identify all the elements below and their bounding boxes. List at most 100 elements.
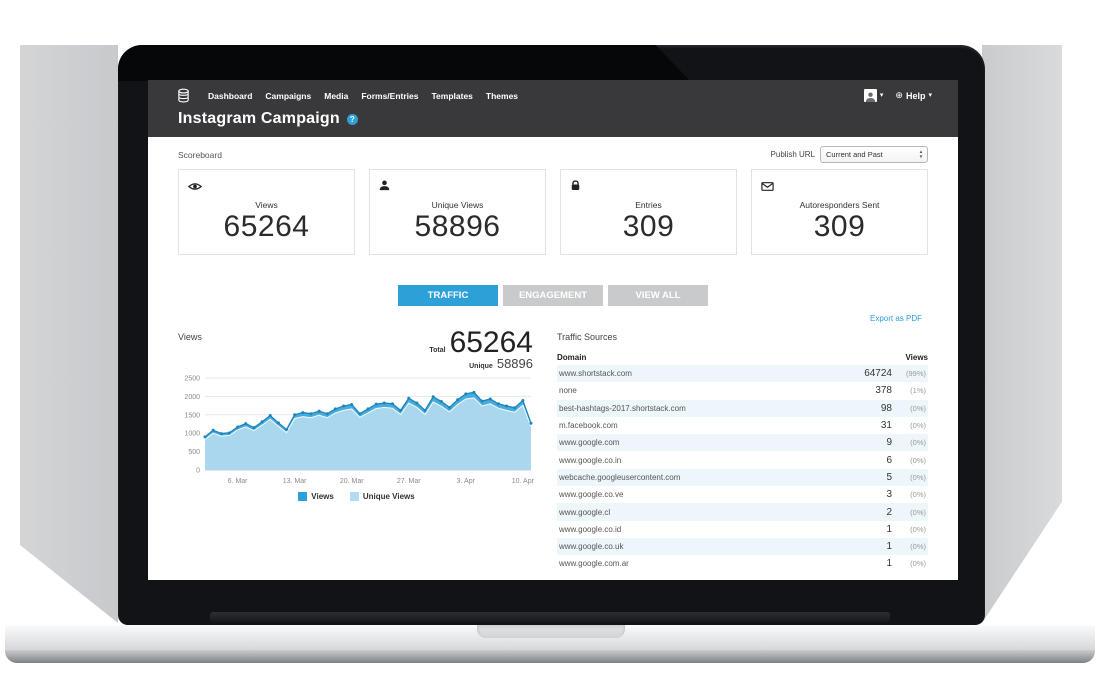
report-tabs: TRAFFIC ENGAGEMENT VIEW ALL — [148, 285, 958, 306]
bezel-glare — [118, 45, 691, 81]
scoreboard-card-unique-views: Unique Views 58896 — [369, 169, 546, 255]
tab-traffic[interactable]: TRAFFIC — [398, 285, 498, 306]
help-menu[interactable]: ⊕ Help ▾ — [895, 91, 932, 101]
card-label: Unique Views — [431, 200, 484, 210]
laptop-side-right — [982, 45, 1062, 623]
percent-cell: (0%) — [910, 524, 926, 534]
nav-item-forms-entries[interactable]: Forms/Entries — [361, 90, 419, 101]
tab-view-all[interactable]: VIEW ALL — [608, 285, 708, 306]
domain-cell: best-hashtags-2017.shortstack.com — [559, 403, 686, 413]
percent-cell: (0%) — [910, 472, 926, 482]
svg-text:1500: 1500 — [184, 412, 200, 419]
table-row: best-hashtags-2017.shortstack.com 98 (0%) — [557, 399, 928, 417]
page-title: Instagram Campaign — [178, 110, 340, 127]
percent-cell: (0%) — [910, 559, 926, 569]
nav-item-themes[interactable]: Themes — [485, 90, 519, 101]
unique-label: Unique — [469, 363, 493, 370]
export-row: Export as PDF — [148, 308, 922, 326]
laptop-side-left — [20, 45, 118, 623]
domain-cell: www.shortstack.com — [559, 369, 632, 379]
svg-text:2500: 2500 — [184, 376, 200, 383]
svg-text:10. Apr: 10. Apr — [512, 478, 535, 485]
nav-item-campaigns[interactable]: Campaigns — [265, 90, 312, 101]
publish-url-select[interactable]: Current and Past ▲ ▼ — [820, 146, 928, 163]
chart-legend: Views Unique Views — [178, 492, 535, 501]
publish-url-label: Publish URL — [770, 150, 815, 159]
table-row: m.facebook.com 31 (0%) — [557, 417, 928, 434]
account-menu[interactable]: ▾ — [863, 89, 884, 102]
percent-cell: (1%) — [910, 386, 926, 396]
shortstack-logo-icon[interactable] — [176, 88, 191, 103]
percent-cell: (0%) — [910, 438, 926, 448]
lock-icon — [570, 178, 581, 196]
legend-swatch-icon — [349, 492, 359, 501]
views-section-label: Views — [178, 332, 202, 342]
gear-icon: ⊕ — [895, 90, 903, 100]
app-screen: Dashboard Campaigns Media Forms/Entries Temp… — [148, 80, 958, 580]
domain-cell: www.google.co.id — [559, 524, 622, 534]
scoreboard-card-views: Views 65264 — [178, 169, 355, 255]
svg-text:500: 500 — [188, 449, 200, 456]
domain-cell: www.google.com — [559, 438, 620, 448]
views-cell: 9 — [886, 437, 892, 449]
total-value: 65264 — [449, 326, 533, 359]
header-right: ▾ ⊕ Help ▾ — [863, 89, 932, 102]
views-cell: 3 — [886, 489, 892, 501]
eye-icon — [187, 178, 203, 196]
domain-cell: www.google.cl — [559, 507, 611, 517]
percent-cell: (0%) — [910, 455, 926, 465]
legend-item-unique-views[interactable]: Unique Views — [349, 492, 415, 501]
scoreboard-card-entries: Entries 309 — [560, 169, 737, 255]
table-row: www.google.co.in 6 (0%) — [557, 451, 928, 468]
percent-cell: (0%) — [910, 542, 926, 552]
card-label: Entries — [635, 200, 662, 210]
title-row: Instagram Campaign ? — [148, 110, 958, 128]
domain-cell: none — [559, 386, 577, 396]
card-label: Autoresponders Sent — [799, 200, 880, 210]
table-header: Domain Views — [557, 349, 928, 365]
table-row: none 378 (1%) — [557, 382, 928, 399]
nav-bar: Dashboard Campaigns Media Forms/Entries Temp… — [148, 80, 958, 109]
table-row: www.google.cl 2 (0%) — [557, 503, 928, 521]
scoreboard-card-autoresponders-sent: Autoresponders Sent 309 — [751, 169, 928, 255]
export-pdf-link[interactable]: Export as PDF — [869, 314, 922, 323]
traffic-sources-title: Traffic Sources — [557, 332, 618, 342]
svg-text:27. Mar: 27. Mar — [397, 478, 421, 485]
laptop-notch — [477, 625, 625, 638]
percent-cell: (0%) — [910, 403, 926, 413]
app-header: Dashboard Campaigns Media Forms/Entries Temp… — [148, 80, 958, 137]
total-label: Total — [429, 347, 446, 354]
percent-cell: (0%) — [910, 490, 926, 500]
question-help-icon[interactable]: ? — [346, 113, 358, 125]
views-cell: 1 — [886, 558, 892, 570]
table-row: www.google.co.uk 1 (0%) — [557, 537, 928, 556]
legend-item-views[interactable]: Views — [298, 492, 334, 501]
legend-label: Unique Views — [362, 492, 415, 501]
legend-label: Views — [311, 492, 334, 501]
envelope-icon — [761, 178, 774, 196]
views-cell: 98 — [880, 402, 892, 414]
tab-engagement[interactable]: ENGAGEMENT — [503, 285, 603, 306]
nav-item-templates[interactable]: Templates — [431, 90, 473, 101]
nav-item-dashboard[interactable]: Dashboard — [208, 90, 253, 101]
chevron-down-icon: ▾ — [879, 92, 884, 99]
help-label: Help — [905, 90, 926, 101]
user-icon — [379, 178, 390, 196]
laptop-base-edge — [5, 650, 1095, 663]
views-cell: 1 — [886, 541, 892, 553]
views-cell: 378 — [875, 385, 892, 397]
card-value: 65264 — [223, 210, 310, 243]
views-area-chart: 0 500 1000 1500 2000 2500 6. Mar 13. Mar 20. Mar… — [184, 376, 535, 486]
scoreboard-header: Scoreboard Publish URL Current and Past … — [178, 146, 928, 163]
publish-url-value: Current and Past — [826, 150, 883, 159]
table-row: www.google.com 9 (0%) — [557, 434, 928, 452]
card-value: 58896 — [414, 210, 501, 243]
nav-items: Dashboard Campaigns Media Forms/Entries Temp… — [208, 91, 518, 101]
publish-url-group: Publish URL Current and Past ▲ ▼ — [771, 146, 928, 163]
nav-item-media[interactable]: Media — [324, 90, 349, 101]
domain-cell: www.google.co.uk — [559, 542, 624, 552]
views-cell: 2 — [886, 506, 892, 518]
domain-cell: www.google.com.ar — [559, 559, 629, 569]
domain-column-header: Domain — [557, 352, 587, 362]
table-row: www.google.co.ve 3 (0%) — [557, 486, 928, 503]
